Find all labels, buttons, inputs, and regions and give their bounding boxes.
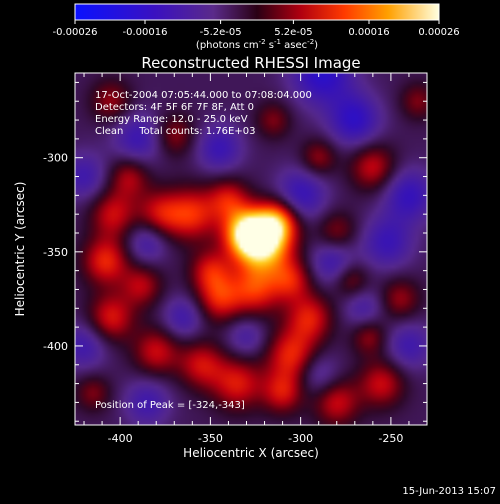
peak-position-label: Position of Peak = [-324,-343] — [95, 400, 245, 411]
x-axis: -400 -350 -300 -250 — [83, 73, 428, 445]
annotation-total-counts: Clean Total counts: 1.76E+03 — [95, 126, 255, 137]
x-tick-label: -300 — [288, 432, 313, 445]
y-axis-label: Heliocentric Y (arcsec) — [13, 182, 27, 317]
x-tick-label: -350 — [198, 432, 223, 445]
colorbar-tick-label: -0.00016 — [123, 27, 168, 38]
y-tick-label: -300 — [43, 152, 68, 165]
chart-title: Reconstructed RHESSI Image — [141, 54, 360, 72]
y-tick-label: -400 — [43, 340, 68, 353]
colorbar-tick-label: -5.2e-05 — [200, 27, 242, 38]
colorbar-tick-label: 0.00016 — [348, 27, 389, 38]
colorbar-tick-label: 5.2e-05 — [274, 27, 312, 38]
colorbar — [74, 3, 440, 21]
plot-frame — [74, 72, 428, 426]
y-axis: -300 -350 -400 — [43, 81, 427, 422]
colorbar-tick-label: -0.00026 — [53, 27, 98, 38]
heatmap-image — [75, 73, 427, 425]
colorbar-unit-label: (photons cm-2 s-1 asec-2) — [196, 38, 318, 51]
annotation-time-range: 17-Oct-2004 07:05:44.000 to 07:08:04.000 — [95, 90, 312, 101]
annotation-energy-range: Energy Range: 12.0 - 25.0 keV — [95, 114, 248, 125]
footer-date: 15-Jun-2013 15:07 — [402, 486, 496, 497]
annotation-block: 17-Oct-2004 07:05:44.000 to 07:08:04.000… — [95, 90, 312, 137]
colorbar-ticks: -0.00026 -0.00016 -5.2e-05 5.2e-05 0.00016 0.… — [53, 20, 460, 38]
x-tick-label: -250 — [378, 432, 403, 445]
x-tick-label: -400 — [108, 432, 133, 445]
heatmap-area — [75, 73, 427, 425]
y-tick-label: -350 — [43, 246, 68, 259]
x-axis-label: Heliocentric X (arcsec) — [183, 446, 319, 460]
colorbar-tick-label: 0.00026 — [418, 27, 459, 38]
annotation-detectors: Detectors: 4F 5F 6F 7F 8F, Att 0 — [95, 102, 254, 113]
